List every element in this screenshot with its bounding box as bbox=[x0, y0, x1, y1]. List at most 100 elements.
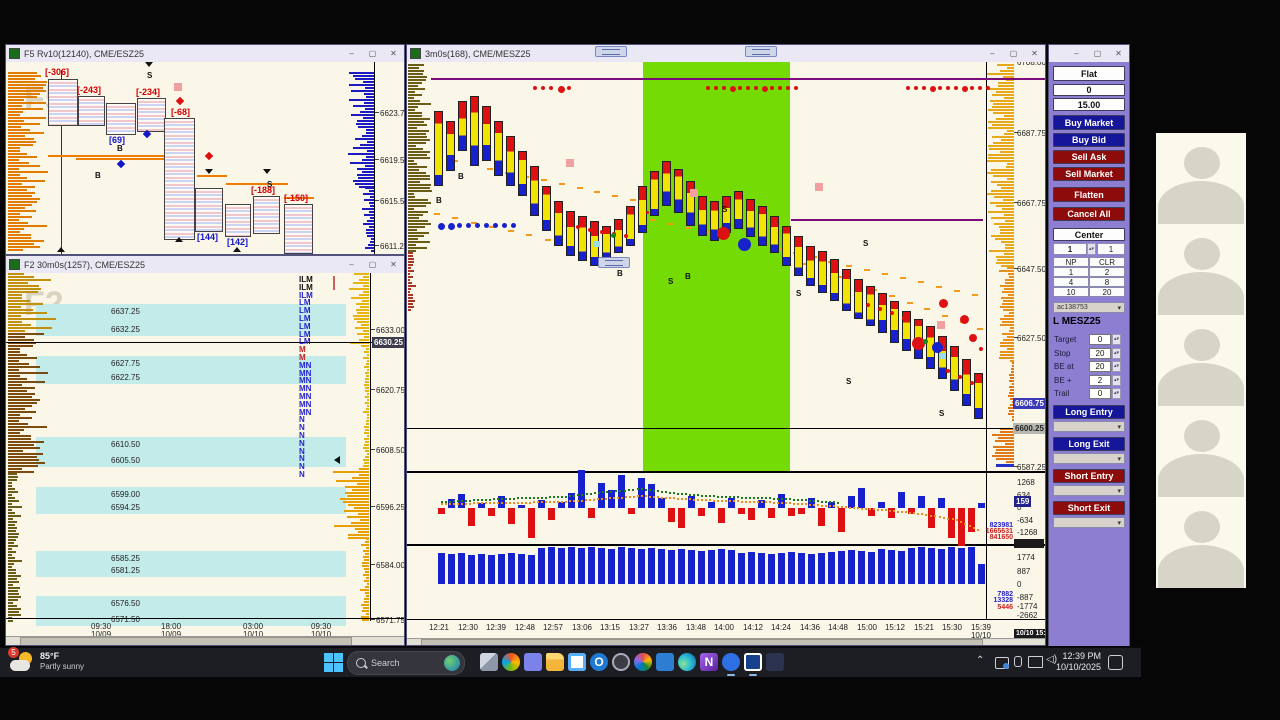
main-right-volume-profile bbox=[1000, 70, 1014, 72]
short-exit-button[interactable]: Short Exit bbox=[1053, 501, 1125, 515]
app-blue-circle-icon[interactable] bbox=[720, 651, 742, 673]
trail-value[interactable]: 0 bbox=[1089, 388, 1111, 399]
be-+-value[interactable]: 2 bbox=[1089, 374, 1111, 386]
buy-market-button[interactable]: Buy Market bbox=[1053, 115, 1125, 130]
weather-temp[interactable]: 85°F bbox=[40, 651, 60, 661]
volume-icon[interactable]: ◁) bbox=[1046, 654, 1058, 665]
app-frame-icon[interactable] bbox=[742, 651, 764, 673]
f5-drag-handle[interactable] bbox=[595, 46, 627, 57]
qty-grid-cell[interactable]: CLR bbox=[1089, 257, 1125, 267]
main-left-volume-profile bbox=[408, 130, 429, 132]
0-button[interactable]: 0 bbox=[1053, 84, 1125, 96]
15.00-button[interactable]: 15.00 bbox=[1053, 98, 1125, 111]
flat-button[interactable]: Flat bbox=[1053, 66, 1125, 81]
short-entry-button[interactable]: Short Entry bbox=[1053, 469, 1125, 483]
close-icon[interactable]: ✕ bbox=[1031, 49, 1038, 58]
target-value[interactable]: 0 bbox=[1089, 334, 1111, 345]
f2-right-volume-profile bbox=[365, 402, 369, 404]
buy-bid-button[interactable]: Buy Bid bbox=[1053, 133, 1125, 147]
minimize-icon[interactable]: – bbox=[1074, 49, 1079, 58]
maximize-icon[interactable]: ▢ bbox=[1009, 49, 1018, 58]
quantity-preset[interactable]: 1 bbox=[1097, 243, 1125, 255]
f2-left-volume-profile bbox=[8, 542, 14, 544]
photos-icon[interactable] bbox=[632, 651, 654, 673]
widgets-icon[interactable] bbox=[610, 651, 632, 673]
minimize-icon[interactable]: – bbox=[349, 49, 354, 58]
main-scroll-thumb[interactable] bbox=[421, 639, 983, 645]
qty-grid-cell[interactable]: 4 bbox=[1053, 277, 1089, 287]
short-exit-select[interactable]: ▾ bbox=[1053, 517, 1125, 528]
file-explorer-icon[interactable] bbox=[544, 651, 566, 673]
be-at-value[interactable]: 20 bbox=[1089, 361, 1111, 372]
clock[interactable]: 12:39 PM 10/10/2025 bbox=[1056, 651, 1101, 673]
f2-right-volume-profile bbox=[366, 435, 369, 437]
account-select[interactable]: ac138753 ▾ bbox=[1053, 302, 1125, 313]
edge-icon[interactable] bbox=[676, 651, 698, 673]
weather-icon[interactable]: 5 bbox=[8, 647, 34, 675]
short-entry-select[interactable]: ▾ bbox=[1053, 485, 1125, 496]
qty-grid-cell[interactable]: 8 bbox=[1089, 277, 1125, 287]
notification-center-icon[interactable] bbox=[1108, 655, 1123, 670]
close-icon[interactable]: ✕ bbox=[1115, 49, 1122, 58]
cancel-all-button[interactable]: Cancel All bbox=[1053, 207, 1125, 221]
long-exit-button[interactable]: Long Exit bbox=[1053, 437, 1125, 451]
main-titlebar[interactable]: 3m0s(168), CME/MESZ25 – ▢ ✕ bbox=[407, 45, 1045, 63]
f2-chart[interactable]: F2 6637.256632.256627.756622.756610.5066… bbox=[6, 273, 404, 645]
maximize-icon[interactable]: ▢ bbox=[1093, 49, 1102, 58]
qty-grid-cell[interactable]: 1 bbox=[1053, 267, 1089, 277]
long-entry-select[interactable]: ▾ bbox=[1053, 421, 1125, 432]
copilot-icon[interactable] bbox=[500, 651, 522, 673]
spinner-arrows[interactable]: ▴▾ bbox=[1112, 361, 1121, 372]
f5-titlebar[interactable]: F5 Rv10(12140), CME/ESZ25 – ▢ ✕ bbox=[6, 45, 404, 63]
main-horizontal-scrollbar[interactable] bbox=[407, 638, 1045, 645]
tray-chevron-icon[interactable]: ⌃ bbox=[976, 655, 985, 666]
sell-ask-button[interactable]: Sell Ask bbox=[1053, 150, 1125, 164]
indicator-line bbox=[917, 512, 919, 515]
qty-grid-cell[interactable]: 2 bbox=[1089, 267, 1125, 277]
search-input[interactable]: Search bbox=[347, 651, 465, 675]
f5-chart[interactable]: F5 [-306] [-243] [69] [-234] [-68] [144] [142]… bbox=[6, 62, 404, 254]
cast-icon[interactable] bbox=[1028, 656, 1043, 668]
f2-drag-handle[interactable] bbox=[598, 257, 630, 268]
close-icon[interactable]: ✕ bbox=[390, 49, 397, 58]
f2-horizontal-scrollbar[interactable] bbox=[6, 636, 404, 645]
outlook-icon[interactable]: O bbox=[588, 651, 610, 673]
weather-condition[interactable]: Partly sunny bbox=[40, 662, 85, 671]
store-icon[interactable] bbox=[566, 651, 588, 673]
network-icon[interactable] bbox=[995, 657, 1009, 669]
stop-value[interactable]: 20 bbox=[1089, 347, 1111, 359]
qty-grid-cell[interactable]: 10 bbox=[1053, 287, 1089, 297]
minimize-icon[interactable]: – bbox=[349, 260, 354, 269]
close-icon[interactable]: ✕ bbox=[390, 260, 397, 269]
sell-market-button[interactable]: Sell Market bbox=[1053, 167, 1125, 181]
spinner-arrows[interactable]: ▴▾ bbox=[1112, 347, 1121, 359]
flatten-button[interactable]: Flatten bbox=[1053, 187, 1125, 202]
dom-titlebar[interactable]: – ▢ ✕ bbox=[1049, 45, 1129, 63]
microphone-icon[interactable] bbox=[1014, 656, 1022, 667]
gallery-icon[interactable] bbox=[654, 651, 676, 673]
f2-titlebar[interactable]: F2 30m0s(1257), CME/ESZ25 – ▢ ✕ bbox=[6, 256, 404, 274]
indicator-line bbox=[465, 502, 467, 505]
task-view-icon[interactable] bbox=[478, 651, 500, 673]
long-entry-button[interactable]: Long Entry bbox=[1053, 405, 1125, 419]
onenote-icon[interactable]: N bbox=[698, 651, 720, 673]
main-drag-handle[interactable] bbox=[745, 46, 777, 57]
main-chart[interactable]: S S S S S S B B B B 1268 634 0 -634 -1268 159 8239811665… bbox=[407, 62, 1045, 645]
quantity-value[interactable]: 1 bbox=[1053, 243, 1087, 255]
teams-icon[interactable] bbox=[522, 651, 544, 673]
minimize-icon[interactable]: – bbox=[990, 49, 995, 58]
start-button[interactable] bbox=[322, 651, 344, 673]
long-exit-select[interactable]: ▾ bbox=[1053, 453, 1125, 464]
qty-grid-cell[interactable]: 20 bbox=[1089, 287, 1125, 297]
spinner-arrows[interactable]: ▴▾ bbox=[1112, 334, 1121, 345]
app-dark-icon[interactable] bbox=[764, 651, 786, 673]
center-button[interactable]: Center bbox=[1053, 228, 1125, 241]
quantity-stepper[interactable]: ▴▾ bbox=[1087, 243, 1096, 255]
f2-scroll-thumb[interactable] bbox=[20, 637, 352, 645]
maximize-icon[interactable]: ▢ bbox=[368, 260, 377, 269]
qty-grid-cell[interactable]: NP bbox=[1053, 257, 1089, 267]
main-right-volume-profile bbox=[989, 202, 1014, 204]
spinner-arrows[interactable]: ▴▾ bbox=[1112, 374, 1121, 386]
spinner-arrows[interactable]: ▴▾ bbox=[1112, 388, 1121, 399]
maximize-icon[interactable]: ▢ bbox=[368, 49, 377, 58]
